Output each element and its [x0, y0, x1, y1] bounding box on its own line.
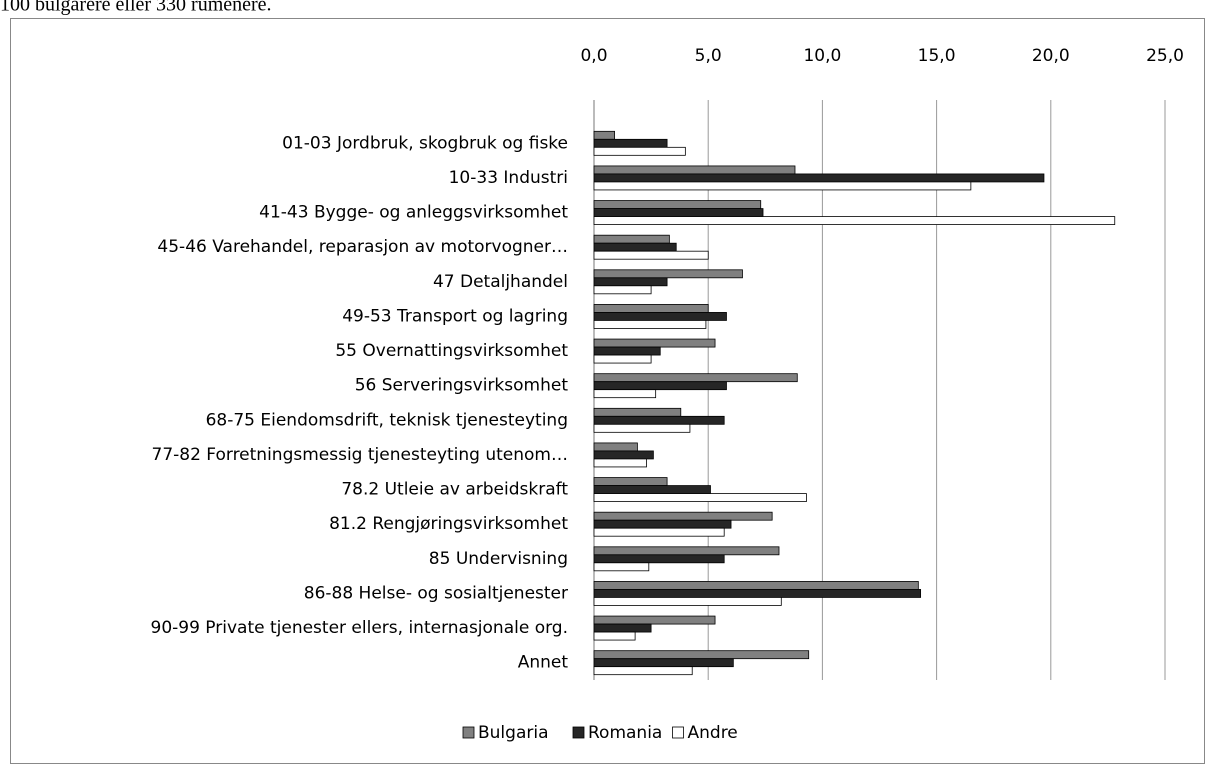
y-tick-label: 56 Serveringsvirksomhet	[355, 376, 569, 396]
bar	[593, 658, 734, 668]
legend-swatch	[462, 726, 475, 739]
bar	[593, 304, 709, 313]
legend-label: Bulgaria	[478, 723, 549, 743]
bar	[593, 354, 652, 364]
y-tick-label: 78.2 Utleie av arbeidskraft	[341, 480, 568, 500]
bar	[593, 458, 647, 468]
bar	[593, 562, 650, 572]
x-tick-label: 15,0	[918, 46, 956, 66]
bar	[593, 597, 782, 606]
bar	[593, 242, 677, 252]
y-tick-label: 10-33 Industri	[449, 168, 568, 188]
legend-swatch	[572, 726, 585, 739]
y-tick-label: Annet	[518, 653, 569, 673]
y-tick-label: 81.2 Rengjøringsvirksomhet	[329, 514, 568, 534]
bar	[593, 373, 798, 383]
bar	[593, 234, 670, 244]
bar	[593, 200, 762, 209]
x-tick-label: 5,0	[695, 46, 722, 66]
y-tick-label: 47 Detaljhandel	[433, 272, 568, 292]
bar	[593, 130, 615, 140]
y-tick-label: 85 Undervisning	[429, 549, 568, 569]
bar	[593, 285, 652, 295]
bar	[593, 138, 668, 148]
y-tick-label: 45-46 Varehandel, reparasjon av motorvog…	[157, 237, 568, 257]
bar	[593, 389, 657, 399]
chart-frame	[10, 18, 1205, 764]
x-tick-label: 20,0	[1032, 46, 1070, 66]
bar	[593, 173, 1045, 183]
bar	[593, 320, 707, 329]
y-tick-label: 77-82 Forretningsmessig tjenesteyting ut…	[152, 445, 569, 465]
bar	[593, 346, 661, 356]
bar	[593, 631, 636, 641]
legend-label: Romania	[588, 723, 662, 743]
y-tick-label: 86-88 Helse- og sosialtjenester	[304, 583, 568, 603]
bar	[593, 511, 773, 521]
bar	[593, 338, 716, 348]
bar	[593, 250, 709, 260]
bar	[593, 181, 972, 191]
bar	[593, 581, 919, 590]
bar	[593, 277, 668, 287]
y-tick-label: 41-43 Bygge- og anleggsvirksomhet	[259, 203, 568, 223]
bar	[593, 623, 652, 633]
bar	[593, 146, 686, 156]
caption: 100 bulgarere eller 330 rumenere.	[0, 0, 272, 16]
bar	[593, 477, 668, 486]
bar	[593, 546, 780, 556]
bar	[593, 269, 743, 279]
bar	[593, 493, 807, 502]
bar	[593, 450, 654, 460]
bar	[593, 381, 727, 391]
y-tick-label: 01-03 Jordbruk, skogbruk og fiske	[282, 133, 568, 153]
bar	[593, 527, 725, 537]
y-tick-label: 49-53 Transport og lagring	[342, 306, 568, 326]
y-tick-label: 90-99 Private tjenester ellers, internas…	[151, 618, 569, 638]
bar	[593, 312, 727, 321]
legend-label: Andre	[688, 723, 738, 743]
y-tick-label: 68-75 Eiendomsdrift, teknisk tjenesteyti…	[206, 410, 568, 430]
bar	[593, 519, 732, 529]
bar	[593, 208, 764, 217]
bar	[593, 415, 725, 425]
bar	[593, 423, 691, 433]
bar	[593, 407, 682, 417]
bar	[593, 666, 693, 676]
x-tick-label: 10,0	[803, 46, 841, 66]
bar	[593, 554, 725, 564]
x-tick-label: 0,0	[580, 46, 607, 66]
legend-swatch	[672, 726, 684, 739]
bar	[593, 485, 711, 494]
y-tick-label: 55 Overnattingsvirksomhet	[335, 341, 568, 361]
bar	[593, 615, 716, 625]
x-tick-label: 25,0	[1146, 46, 1184, 66]
bar	[593, 165, 796, 175]
bar	[593, 650, 810, 660]
bar	[593, 216, 1116, 225]
bar	[593, 589, 922, 598]
bar	[593, 442, 638, 452]
